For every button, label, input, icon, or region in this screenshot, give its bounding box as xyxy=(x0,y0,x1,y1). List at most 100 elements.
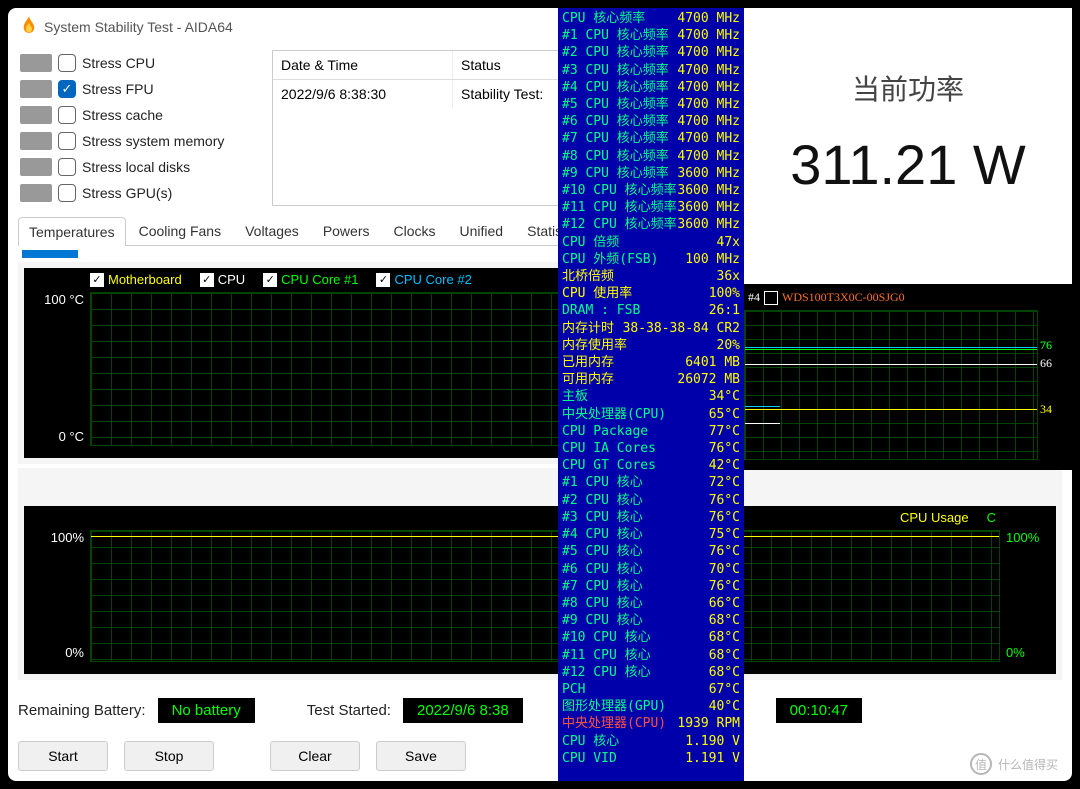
power-label: 当前功率 xyxy=(744,68,1072,108)
legend-item[interactable]: ✓Motherboard xyxy=(90,272,182,287)
button-row: Start Stop Clear Save xyxy=(18,741,1062,771)
hw-key: #5 CPU 核心 xyxy=(562,543,643,560)
start-button[interactable]: Start xyxy=(18,741,108,771)
hw-value: 72°C xyxy=(709,474,740,491)
chart-grid xyxy=(744,310,1038,460)
hw-value: 67°C xyxy=(709,681,740,698)
hw-value: 68°C xyxy=(709,629,740,646)
hw-value: 20% xyxy=(717,337,740,354)
hw-key: #3 CPU 核心频率 xyxy=(562,62,669,79)
hw-key: #9 CPU 核心 xyxy=(562,612,643,629)
legend-item[interactable]: ✓CPU xyxy=(200,272,245,287)
checkbox[interactable]: ✓ xyxy=(58,80,76,98)
legend-label: CPU Usage xyxy=(900,510,969,525)
power-value: 311.21 W xyxy=(744,132,1072,197)
hw-row: #5 CPU 核心76°C xyxy=(562,543,740,560)
hw-row: #11 CPU 核心频率3600 MHz xyxy=(562,199,740,216)
selection-bar[interactable] xyxy=(22,250,78,258)
legend-checkbox[interactable]: ✓ xyxy=(200,273,214,287)
stress-option-cpu[interactable]: Stress CPU xyxy=(18,50,266,76)
hw-monitor-panel: CPU 核心频率4700 MHz#1 CPU 核心频率4700 MHz#2 CP… xyxy=(558,8,744,781)
legend-checkbox[interactable]: ✓ xyxy=(263,273,277,287)
hw-row: CPU Package 77°C xyxy=(562,423,740,440)
legend-item[interactable]: CPU Usage xyxy=(900,510,969,525)
checkbox[interactable] xyxy=(58,184,76,202)
hw-value: 4700 MHz xyxy=(677,148,740,165)
stress-option-cache[interactable]: Stress cache xyxy=(18,102,266,128)
hw-row: 北桥倍频36x xyxy=(562,268,740,285)
hw-row: DRAM : FSB26:1 xyxy=(562,302,740,319)
clear-button[interactable]: Clear xyxy=(270,741,360,771)
hw-value: 77°C xyxy=(709,423,740,440)
hw-value: 4700 MHz xyxy=(677,113,740,130)
stress-option-mem[interactable]: Stress system memory xyxy=(18,128,266,154)
hw-row: 内存使用率 20% xyxy=(562,337,740,354)
hw-key: 图形处理器(GPU) xyxy=(562,698,666,715)
app-icon xyxy=(20,16,38,38)
legend-item[interactable]: C xyxy=(987,510,996,525)
hw-row: #1 CPU 核心 72°C xyxy=(562,474,740,491)
legend-item[interactable]: ✓CPU Core #2 xyxy=(376,272,471,287)
hw-key: CPU 倍频 xyxy=(562,234,619,251)
hw-value: 42°C xyxy=(709,457,740,474)
hw-key: 内存使用率 xyxy=(562,337,627,354)
checkbox[interactable] xyxy=(58,106,76,124)
started-value: 2022/9/6 8:38 xyxy=(403,698,523,723)
hw-row: #1 CPU 核心频率4700 MHz xyxy=(562,27,740,44)
hw-key: #4 CPU 核心 xyxy=(562,526,643,543)
tab-cooling-fans[interactable]: Cooling Fans xyxy=(128,216,233,245)
hw-row: #5 CPU 核心频率4700 MHz xyxy=(562,96,740,113)
hw-row: #7 CPU 核心频率4700 MHz xyxy=(562,130,740,147)
hw-row: #3 CPU 核心频率4700 MHz xyxy=(562,62,740,79)
stress-option-gpu[interactable]: Stress GPU(s) xyxy=(18,180,266,206)
tab-powers[interactable]: Powers xyxy=(312,216,381,245)
legend-label: C xyxy=(987,510,996,525)
tab-clocks[interactable]: Clocks xyxy=(383,216,447,245)
hw-value: 1939 RPM xyxy=(677,715,740,732)
legend-label: WDS100T3X0C-00SJG0 xyxy=(782,290,905,305)
hw-value: 100% xyxy=(709,285,740,302)
hw-key: 可用内存 xyxy=(562,371,614,388)
stop-button[interactable]: Stop xyxy=(124,741,214,771)
legend-checkbox[interactable] xyxy=(764,291,778,305)
hw-value: 4700 MHz xyxy=(677,79,740,96)
hw-row: 主板34°C xyxy=(562,388,740,405)
hw-row: #2 CPU 核心频率4700 MHz xyxy=(562,44,740,61)
checkbox[interactable] xyxy=(58,132,76,150)
hw-row: CPU 外频(FSB)100 MHz xyxy=(562,251,740,268)
hw-value: 3600 MHz xyxy=(677,182,740,199)
legend-item[interactable]: ✓CPU Core #1 xyxy=(263,272,358,287)
hw-value: 3600 MHz xyxy=(677,165,740,182)
option-label: Stress cache xyxy=(82,107,163,123)
component-icon xyxy=(20,184,52,202)
hw-value: 68°C xyxy=(709,647,740,664)
hw-row: CPU GT Cores42°C xyxy=(562,457,740,474)
hw-row: CPU 核心1.190 V xyxy=(562,733,740,750)
hw-value: 76°C xyxy=(709,509,740,526)
tab-voltages[interactable]: Voltages xyxy=(234,216,310,245)
hw-value: 68°C xyxy=(709,612,740,629)
legend-checkbox[interactable]: ✓ xyxy=(90,273,104,287)
col-header-datetime[interactable]: Date & Time xyxy=(273,51,453,79)
y-max: 100 °C xyxy=(44,292,84,307)
hw-row: CPU IA Cores76°C xyxy=(562,440,740,457)
hw-key: #1 CPU 核心 xyxy=(562,474,643,491)
component-icon xyxy=(20,132,52,150)
option-label: Stress local disks xyxy=(82,159,190,175)
stress-option-disk[interactable]: Stress local disks xyxy=(18,154,266,180)
started-label: Test Started: xyxy=(307,702,391,719)
hw-key: CPU Package xyxy=(562,423,648,440)
checkbox[interactable] xyxy=(58,158,76,176)
save-button[interactable]: Save xyxy=(376,741,466,771)
tab-unified[interactable]: Unified xyxy=(449,216,515,245)
hw-key: CPU IA Cores xyxy=(562,440,656,457)
legend-checkbox[interactable]: ✓ xyxy=(376,273,390,287)
hw-value: 40°C xyxy=(709,698,740,715)
tab-temperatures[interactable]: Temperatures xyxy=(18,217,126,246)
checkbox[interactable] xyxy=(58,54,76,72)
hw-value: 76°C xyxy=(709,578,740,595)
stress-option-fpu[interactable]: ✓ Stress FPU xyxy=(18,76,266,102)
hw-row: #10 CPU 核心68°C xyxy=(562,629,740,646)
battery-label: Remaining Battery: xyxy=(18,702,146,719)
hw-row: 已用内存6401 MB xyxy=(562,354,740,371)
